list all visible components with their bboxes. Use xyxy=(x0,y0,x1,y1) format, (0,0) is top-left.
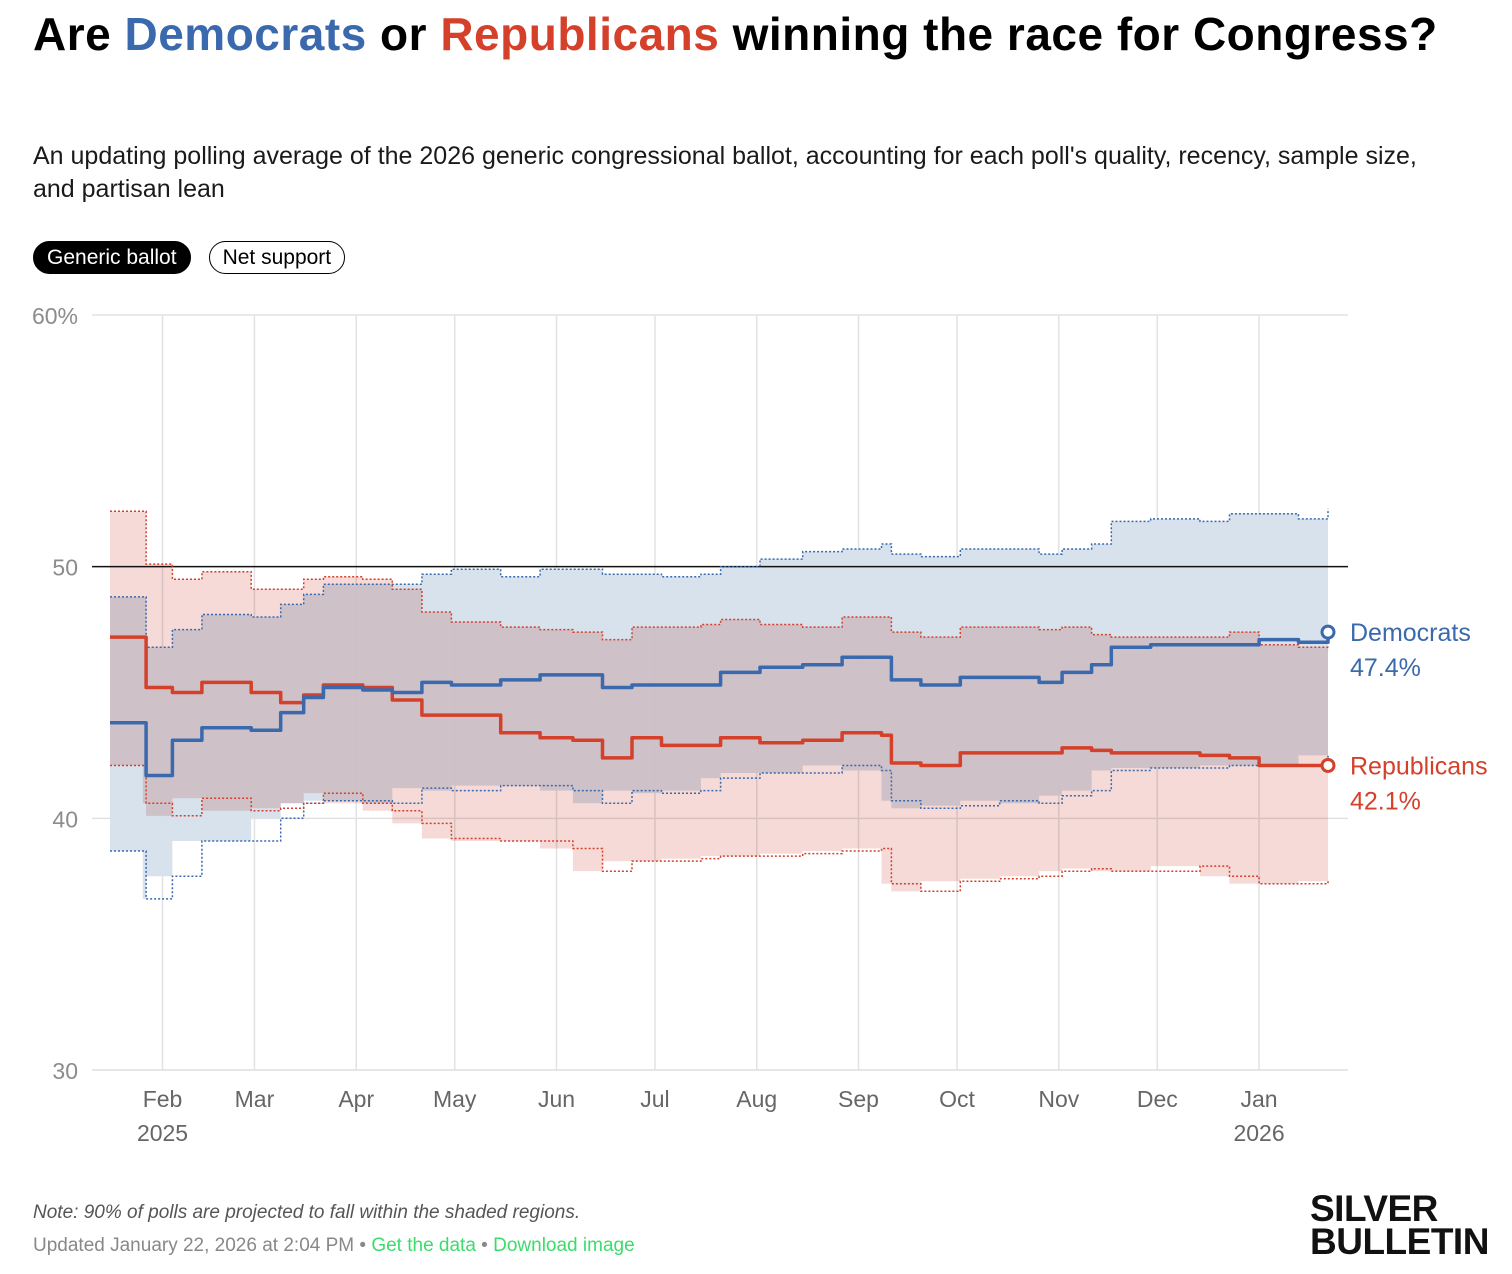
page-title: Are Democrats or Republicans winning the… xyxy=(33,6,1493,62)
x-tick-label: Sep xyxy=(838,1086,879,1112)
footnote: Note: 90% of polls are projected to fall… xyxy=(33,1202,581,1223)
x-tick-label: Mar xyxy=(235,1086,275,1112)
rep-lower-bound xyxy=(110,764,1329,893)
x-tick-year: 2026 xyxy=(1233,1120,1284,1146)
title-text: winning the race for Congress? xyxy=(719,8,1438,60)
polling-chart: Feb 2025 Mar Apr May Jun Jul Aug Sep Oct Nov Dec Jan… xyxy=(32,303,1488,1146)
dem-average-line xyxy=(110,632,1330,778)
subtitle: An updating polling average of the 2026 … xyxy=(33,142,1417,203)
y-tick-label: 50 xyxy=(52,555,78,581)
rep-end-name: Republicans xyxy=(1350,752,1488,780)
updated-timestamp: Updated January 22, 2026 at 2:04 PM xyxy=(33,1235,355,1256)
separator: • xyxy=(354,1235,372,1256)
title-text: Are xyxy=(33,8,125,60)
separator: • xyxy=(475,1235,494,1256)
view-toggle: Generic ballot Net support xyxy=(33,241,346,274)
dem-upper-bound xyxy=(110,508,1329,648)
y-tick-label: 30 xyxy=(52,1058,78,1084)
toggle-generic-ballot[interactable]: Generic ballot xyxy=(33,241,191,274)
x-tick-label: Dec xyxy=(1137,1086,1178,1112)
y-tick-label: 40 xyxy=(52,806,78,832)
toggle-net-support[interactable]: Net support xyxy=(208,241,346,274)
x-tick-year: 2025 xyxy=(137,1120,188,1146)
rep-upper-bound xyxy=(110,510,1329,650)
title-text: or xyxy=(366,8,441,60)
download-image-link[interactable]: Download image xyxy=(493,1235,635,1256)
rep-endpoint xyxy=(1320,757,1336,773)
rep-average-line xyxy=(110,635,1328,768)
x-tick-label: Apr xyxy=(338,1086,374,1112)
get-data-link[interactable]: Get the data xyxy=(371,1235,476,1256)
dem-lower-bound xyxy=(110,755,1329,900)
dem-end-value: 47.4% xyxy=(1350,654,1421,682)
title-democrats: Democrats xyxy=(124,8,367,60)
x-tick-label: Feb xyxy=(143,1086,183,1112)
x-tick-label: Jul xyxy=(640,1086,669,1112)
update-line: Updated January 22, 2026 at 2:04 PM • Ge… xyxy=(33,1235,635,1257)
x-tick-label: Nov xyxy=(1038,1086,1079,1112)
x-tick-label: Aug xyxy=(736,1086,777,1112)
x-tick-label: May xyxy=(433,1086,477,1112)
dem-endpoint xyxy=(1320,624,1336,640)
x-tick-label: Oct xyxy=(939,1086,975,1112)
title-republicans: Republicans xyxy=(440,8,720,60)
republicans-band xyxy=(110,511,1328,892)
x-tick-label: Jun xyxy=(538,1086,575,1112)
dem-end-name: Democrats xyxy=(1350,619,1471,647)
x-tick-label: Jan xyxy=(1241,1086,1278,1112)
silver-bulletin-logo: SILVER BULLETIN xyxy=(1310,1188,1489,1262)
rep-end-value: 42.1% xyxy=(1350,787,1421,815)
y-tick-label: 60% xyxy=(32,303,78,329)
